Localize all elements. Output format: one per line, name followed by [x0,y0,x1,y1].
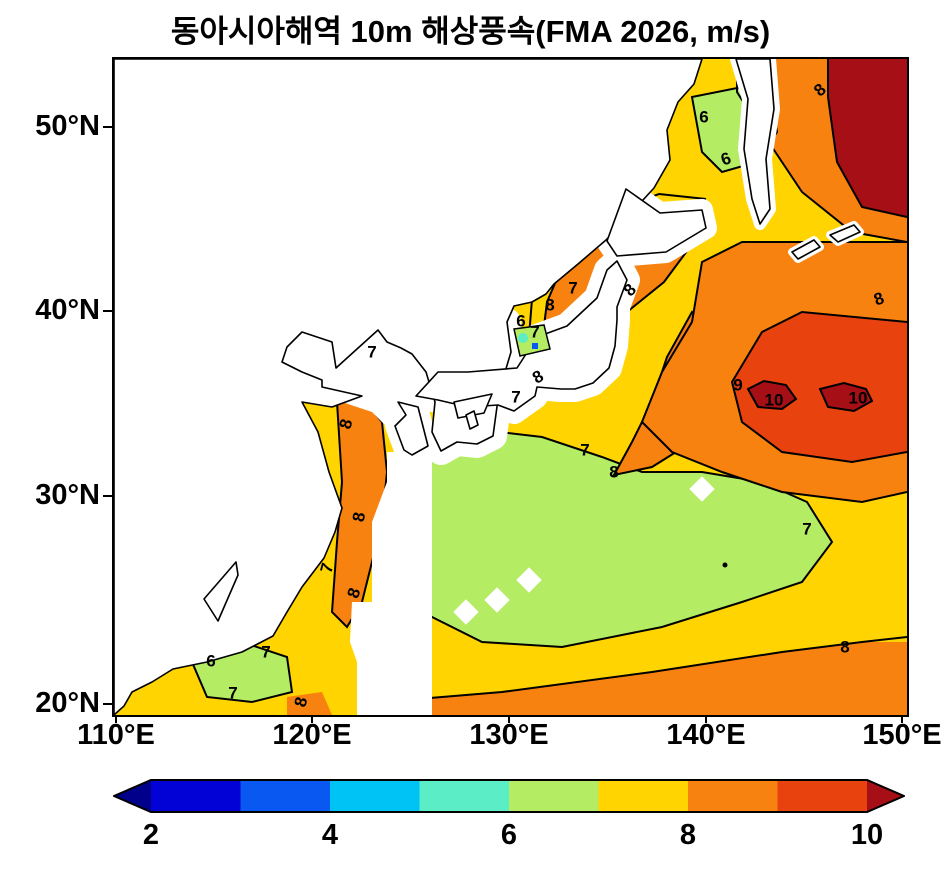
colorbar-outline [111,779,907,813]
coastal-cells-korea-east [513,324,551,357]
land-hokkaido [606,188,707,257]
colorbar-cell [151,779,241,813]
land-tsushima [465,410,479,430]
colorbar-cell [240,779,331,813]
y-axis-tick [103,126,112,128]
x-axis-tick-label: 140°E [666,719,746,751]
map-canvas [114,59,907,715]
y-axis-tick-label: 40°N [35,294,100,326]
colorbar-canvas [111,779,907,813]
region-cyan-korea-east [518,333,528,343]
colorbar-cell [598,779,689,813]
y-axis-tick-label: 30°N [35,479,100,511]
land-kurils [791,224,861,260]
colorbar-cell [688,779,778,813]
region-orange-south-band [382,642,907,715]
y-axis-tick [103,310,112,312]
mask-diamond-4 [689,476,715,502]
land [114,59,861,715]
colorbar-cell [330,779,420,813]
mask-diamond-3 [453,599,479,625]
contour-8-south [381,636,907,703]
contour-8-east [640,241,907,504]
colorbar-cell [509,779,599,813]
land-sakhalin [735,59,775,225]
colorbar-cell [777,779,868,813]
contour-9-okhotsk [827,59,907,218]
mask-ecs-band-upper [372,452,432,602]
colorbar-under-arrow [113,779,151,813]
region-red-east-of-japan [732,312,907,462]
coastline-mainland-asia [114,59,703,715]
mask-diamond-2 [484,587,510,613]
y-axis-tick [103,703,112,705]
figure-title: 동아시아해역 10m 해상풍속(FMA 2026, m/s) [170,14,771,49]
x-axis-tick-label: 110°E [77,719,155,751]
region-green-korea-east [513,324,551,357]
y-axis-tick-label: 50°N [35,110,100,142]
region-darkred-max-east [818,381,874,413]
colorbar-tick-label: 4 [321,819,339,851]
colorbar-tick-label: 2 [142,819,160,851]
region-darkred-max-west [746,379,798,411]
contour-dot [722,562,728,568]
x-axis-tick-label: 130°E [469,719,549,751]
y-axis-tick [103,495,112,497]
colorbar-over-arrow [867,779,905,813]
colorbar-tick-label: 6 [500,819,518,851]
colorbar-tick-label: 8 [679,819,697,851]
mask-diamond-1 [516,567,542,593]
colorbar: 2 4 6 8 10 [111,779,907,875]
land-kyushu [394,401,429,456]
colorbar-tick-label: 10 [850,819,884,851]
land-taiwan [203,561,239,622]
y-axis-tick-label: 20°N [35,687,100,719]
mask-ecs-band-lower [350,602,432,715]
x-axis-tick-label: 150°E [862,719,941,751]
land-shikoku [453,393,493,419]
map-plot: 8 6 6 7 8 8 6 7 7 8 8 7 8 7 9 10 10 8 8 7 8 7 6 7 7 8 8 [112,57,909,717]
contour-9-east [730,310,907,464]
region-darkred-okhotsk [828,59,907,217]
x-axis-tick-label: 120°E [272,719,352,751]
colorbar-cell [419,779,510,813]
region-blue-korea-east [532,343,538,349]
region-orange-southwest [287,692,332,715]
